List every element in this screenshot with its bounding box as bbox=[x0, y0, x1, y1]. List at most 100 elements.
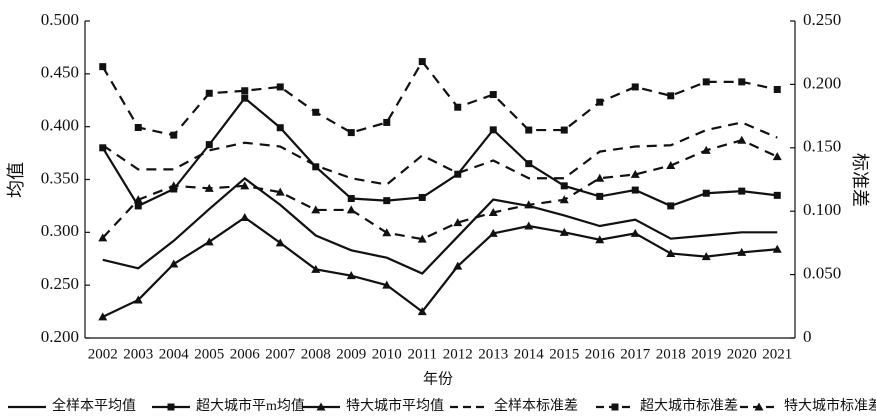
marker bbox=[240, 181, 250, 190]
x-tick-label: 2013 bbox=[478, 346, 508, 362]
marker bbox=[204, 237, 214, 246]
marker bbox=[559, 195, 569, 204]
marker bbox=[702, 78, 710, 86]
marker bbox=[276, 83, 284, 91]
legend-label: 超大城市标准差 bbox=[640, 397, 738, 414]
y-tick-label: 0.400 bbox=[41, 116, 79, 135]
marker bbox=[737, 135, 747, 144]
marker bbox=[525, 126, 533, 134]
marker bbox=[738, 78, 746, 86]
marker bbox=[347, 129, 355, 137]
marker bbox=[204, 183, 214, 192]
y-axis-title: 均值 bbox=[6, 162, 26, 198]
marker bbox=[382, 228, 392, 237]
marker bbox=[312, 108, 320, 116]
x-tick-label: 2021 bbox=[762, 346, 792, 362]
x-tick-label: 2012 bbox=[443, 346, 473, 362]
x-tick-label: 2009 bbox=[336, 346, 366, 362]
marker bbox=[666, 248, 676, 257]
marker bbox=[312, 163, 320, 171]
marker bbox=[559, 227, 569, 236]
marker bbox=[346, 205, 356, 214]
marker bbox=[316, 402, 326, 411]
marker bbox=[133, 195, 143, 204]
marker bbox=[383, 197, 391, 205]
x-tick-label: 2003 bbox=[123, 346, 153, 362]
marker bbox=[98, 233, 108, 242]
marker bbox=[595, 235, 605, 244]
marker bbox=[701, 252, 711, 261]
legend-label: 全样本平均值 bbox=[52, 397, 136, 414]
y-tick-label: 0.300 bbox=[41, 221, 79, 240]
y2-tick-label: 0.150 bbox=[803, 137, 841, 156]
series-line bbox=[101, 96, 778, 208]
marker bbox=[417, 307, 427, 316]
series-line bbox=[101, 59, 778, 137]
marker bbox=[611, 403, 619, 411]
marker bbox=[383, 118, 391, 126]
y-tick-label: 0.350 bbox=[41, 168, 79, 187]
marker bbox=[524, 221, 534, 230]
y2-tick-label: 0.250 bbox=[803, 10, 841, 29]
marker bbox=[99, 63, 107, 71]
marker bbox=[418, 58, 426, 66]
marker bbox=[595, 173, 605, 182]
marker bbox=[453, 218, 463, 227]
marker bbox=[454, 103, 462, 111]
marker bbox=[205, 141, 213, 149]
marker bbox=[275, 238, 285, 247]
y2-tick-label: 0.200 bbox=[803, 73, 841, 92]
x-tick-label: 2019 bbox=[691, 346, 721, 362]
marker bbox=[630, 228, 640, 237]
x-tick-label: 2006 bbox=[230, 346, 261, 362]
y2-tick-label: 0 bbox=[803, 327, 812, 346]
marker bbox=[560, 126, 568, 134]
y2-tick-label: 0.100 bbox=[803, 200, 841, 219]
marker bbox=[276, 124, 284, 132]
marker bbox=[773, 85, 781, 93]
x-tick-label: 2010 bbox=[372, 346, 402, 362]
x-tick-label: 2005 bbox=[194, 346, 224, 362]
marker bbox=[631, 186, 639, 194]
marker bbox=[667, 202, 675, 210]
marker bbox=[524, 200, 534, 209]
x-tick-label: 2004 bbox=[159, 346, 190, 362]
legend-label: 全样本标准差 bbox=[494, 397, 578, 414]
marker bbox=[738, 187, 746, 195]
marker bbox=[205, 89, 213, 97]
marker bbox=[134, 124, 142, 132]
x-tick-label: 2007 bbox=[265, 346, 296, 362]
y2-axis-title: 标准差 bbox=[850, 153, 870, 207]
legend-label: 特大城市标准差 bbox=[784, 397, 876, 414]
marker bbox=[240, 213, 250, 222]
y-tick-label: 0.200 bbox=[41, 327, 79, 346]
marker bbox=[737, 247, 747, 256]
marker bbox=[346, 271, 356, 280]
marker bbox=[311, 264, 321, 273]
marker bbox=[169, 259, 179, 268]
marker bbox=[772, 244, 782, 253]
x-tick-label: 2020 bbox=[727, 346, 757, 362]
marker bbox=[99, 144, 107, 152]
x-tick-label: 2018 bbox=[656, 346, 686, 362]
x-tick-label: 2011 bbox=[408, 346, 437, 362]
series-line bbox=[102, 177, 778, 275]
y-tick-label: 0.250 bbox=[41, 274, 79, 293]
x-tick-label: 2015 bbox=[549, 346, 579, 362]
marker bbox=[241, 94, 249, 102]
marker bbox=[596, 98, 604, 106]
marker bbox=[418, 193, 426, 201]
marker bbox=[167, 403, 175, 411]
marker bbox=[488, 207, 498, 216]
marker bbox=[702, 189, 710, 197]
series-line bbox=[102, 121, 778, 186]
marker bbox=[489, 91, 497, 99]
x-tick-label: 2016 bbox=[585, 346, 616, 362]
series-line bbox=[101, 139, 778, 241]
marker bbox=[170, 131, 178, 139]
x-tick-label: 2002 bbox=[88, 346, 118, 362]
marker bbox=[453, 261, 463, 270]
x-tick-label: 2017 bbox=[620, 346, 651, 362]
marker bbox=[311, 205, 321, 214]
